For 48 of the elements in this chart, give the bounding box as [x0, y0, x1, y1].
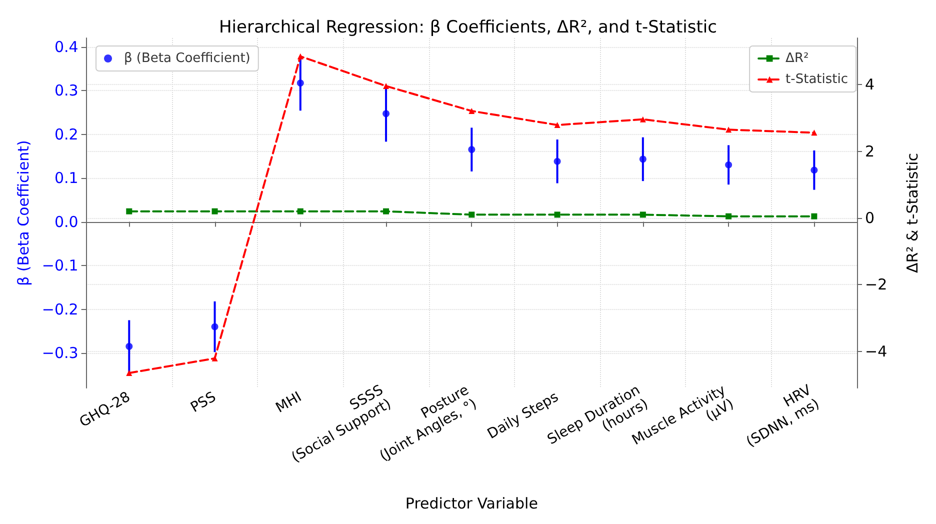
point — [126, 342, 133, 350]
point — [468, 146, 476, 154]
y-tick-label: −0.3 — [42, 344, 78, 362]
x-axis-title: Predictor Variable — [405, 494, 538, 512]
y-tick-label: 0.4 — [54, 38, 78, 56]
point — [296, 80, 304, 87]
x-tick-label: PSS — [188, 389, 219, 416]
y-tick-label: 0.2 — [54, 125, 78, 144]
point — [811, 130, 818, 136]
point — [726, 213, 732, 220]
point — [811, 213, 818, 220]
point — [297, 53, 304, 60]
point — [468, 108, 475, 114]
legend-label: β (Beta Coefficient) — [124, 51, 250, 66]
point — [640, 212, 646, 218]
y2-tick-label: 0 — [865, 209, 875, 227]
point — [468, 212, 475, 218]
point — [126, 370, 132, 376]
point — [126, 208, 132, 214]
point — [383, 208, 390, 214]
y2-tick-label: −4 — [865, 342, 888, 360]
y-tick-label: 0.3 — [54, 82, 78, 100]
point — [383, 83, 390, 89]
legend-label: ΔR² — [786, 51, 809, 66]
chart-title: Hierarchical Regression: β Coefficients, ΔR², and t-Statistic — [219, 18, 717, 38]
y-axis-title: β (Beta Coefficient) — [14, 140, 32, 286]
y2-tick-label: −2 — [865, 276, 888, 294]
y-tick-label: −0.2 — [42, 300, 78, 318]
point — [725, 161, 732, 168]
y-tick-label: 0.1 — [54, 169, 78, 187]
point — [726, 126, 732, 133]
point — [554, 122, 560, 128]
y2-tick-label: 4 — [865, 76, 875, 94]
point — [554, 212, 560, 218]
point — [382, 110, 390, 118]
y-tick-label: 0.0 — [54, 212, 78, 231]
point — [554, 158, 561, 165]
legend-label: t-Statistic — [786, 72, 848, 87]
point — [211, 323, 218, 330]
point — [212, 208, 218, 214]
y2-tick-label: 2 — [865, 142, 875, 160]
x-tick-label: MHI — [273, 389, 304, 416]
point — [640, 116, 646, 122]
y2-axis-title: ΔR² & t-Statistic — [904, 153, 922, 273]
point — [297, 208, 304, 214]
y-tick-label: −0.1 — [42, 256, 78, 274]
point — [810, 166, 818, 174]
point — [639, 156, 646, 163]
